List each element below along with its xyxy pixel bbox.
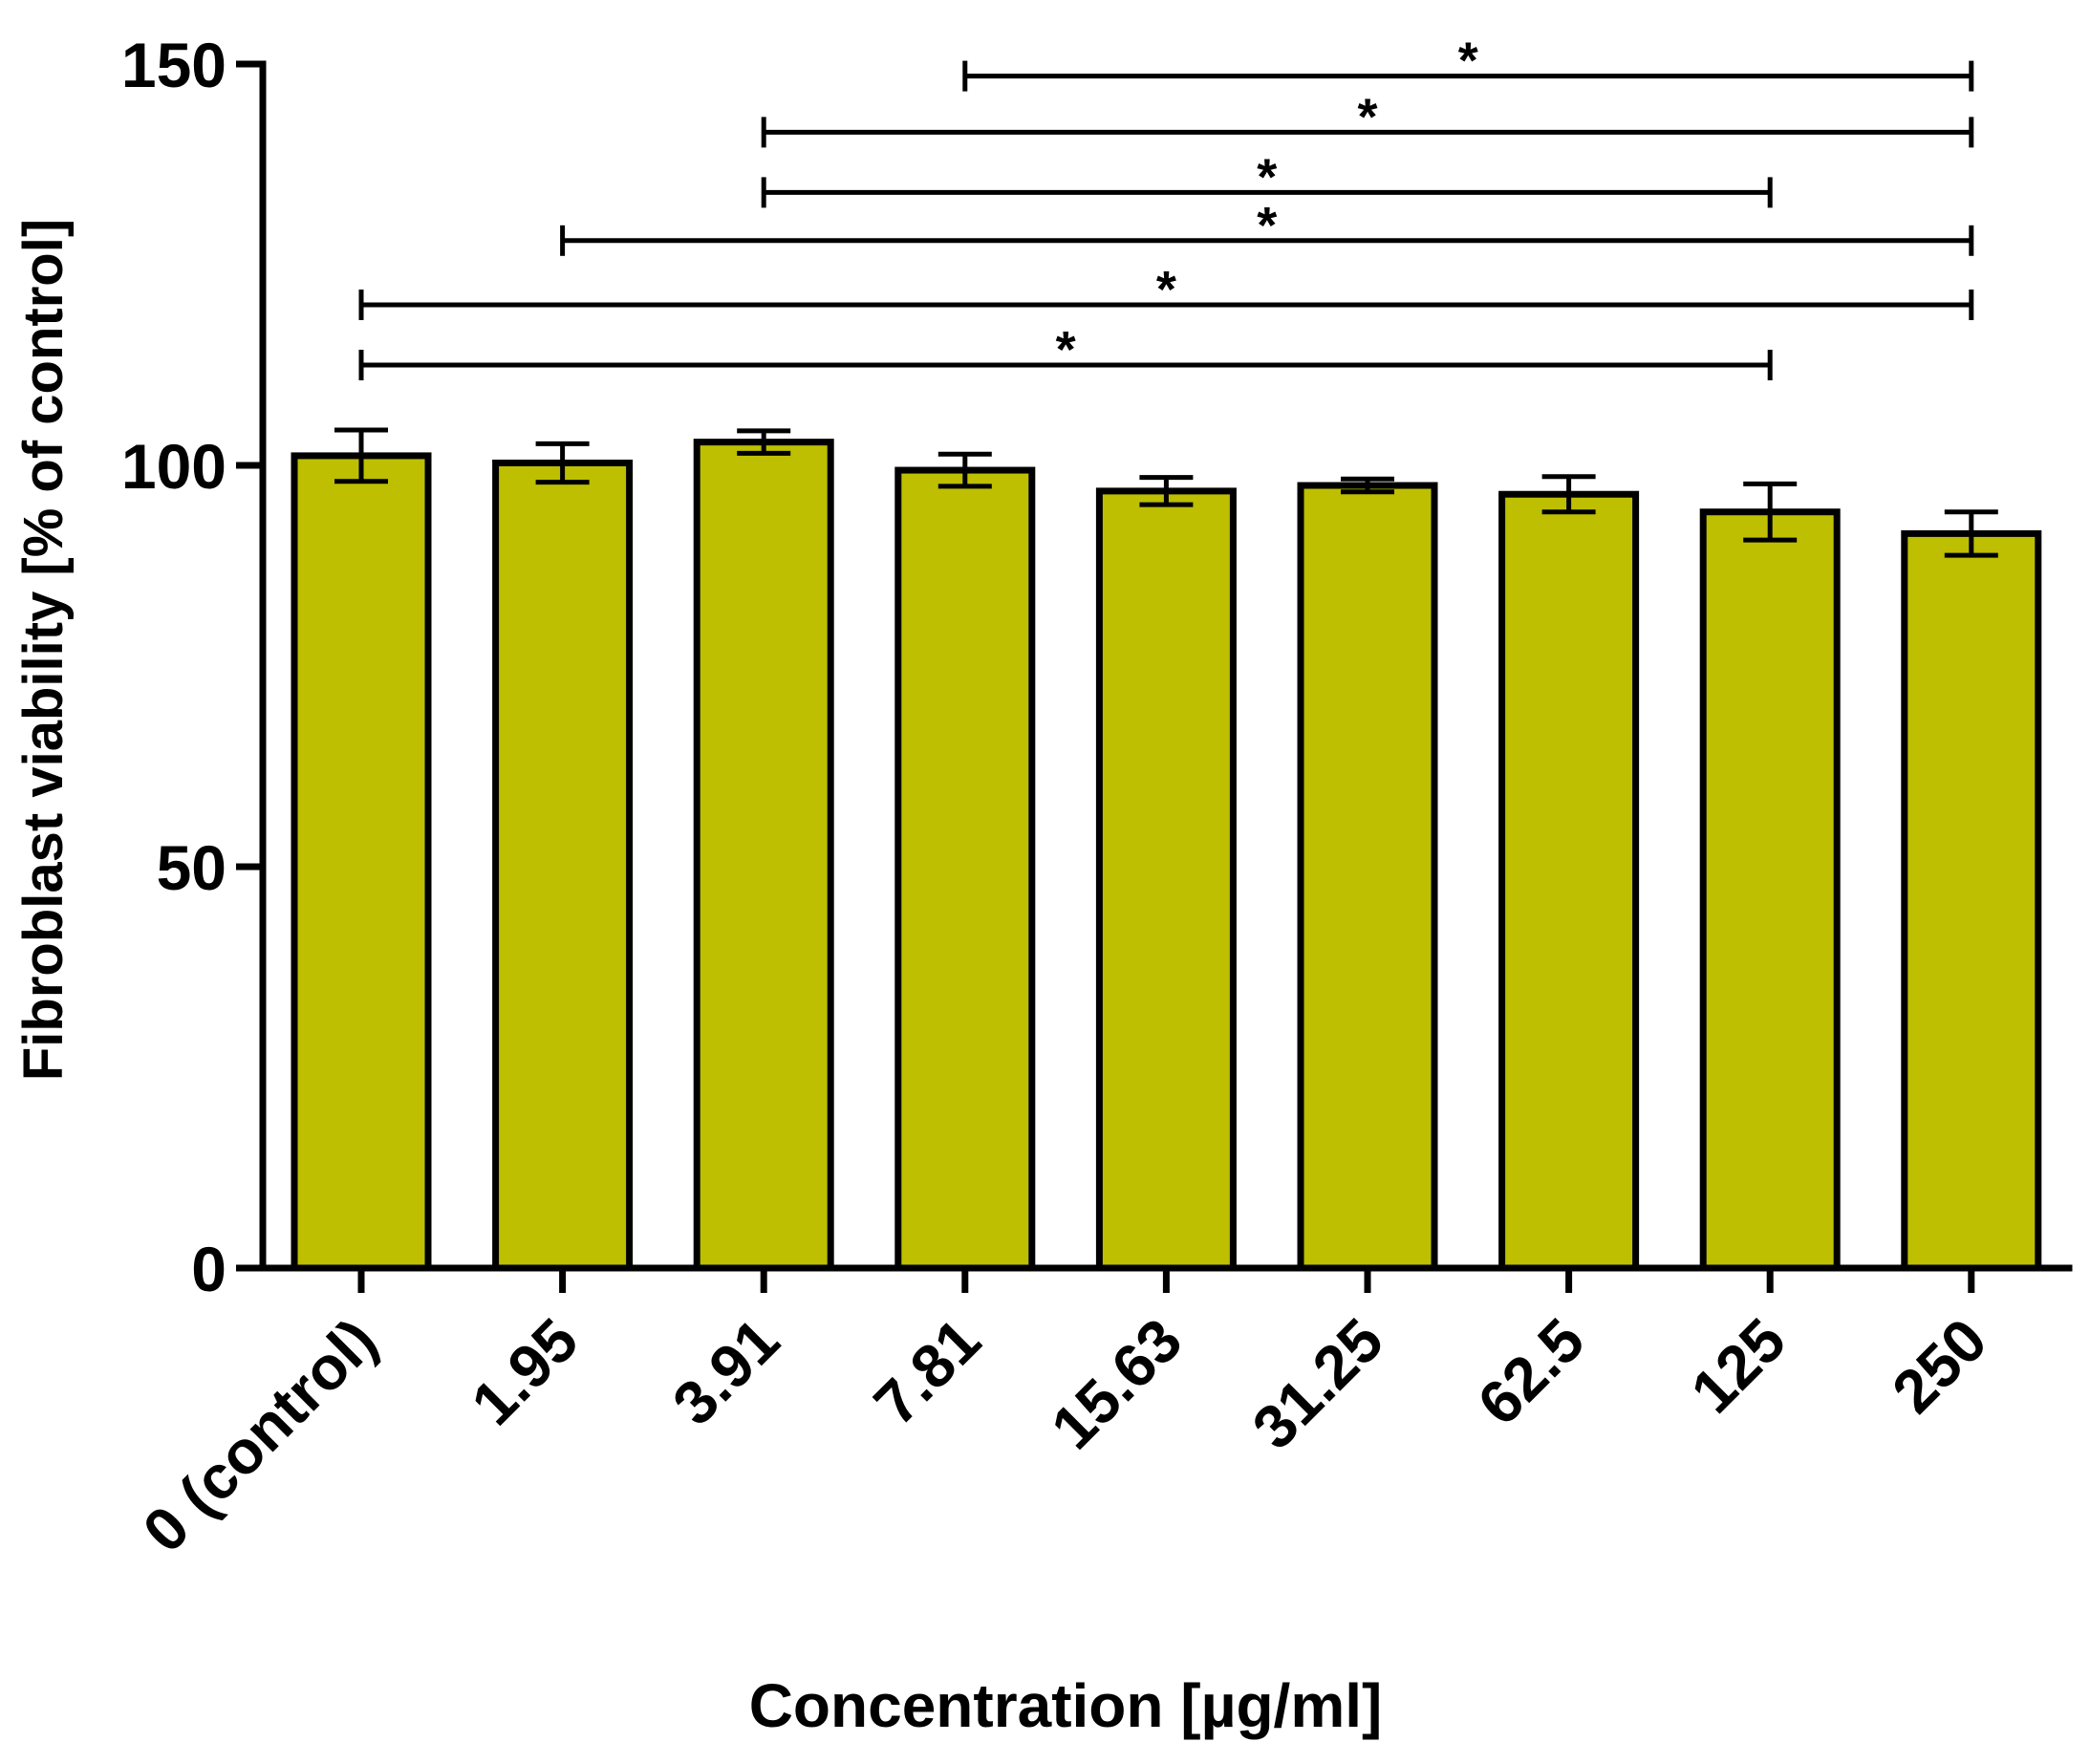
y-tick-label-2: 100 — [121, 431, 226, 502]
x-tick-label-1: 1.95 — [459, 1305, 592, 1438]
error-bars-layer — [334, 427, 1998, 558]
y-axis-title: Fibroblast viability [% of control] — [12, 219, 75, 1081]
bar-1 — [492, 459, 634, 1272]
x-axis-title: Concentration [µg/ml] — [749, 1671, 1383, 1740]
bar-6 — [1498, 490, 1640, 1272]
bar-3 — [894, 466, 1036, 1272]
y-tick-label-1: 50 — [157, 832, 226, 903]
bar-8 — [1901, 529, 2042, 1272]
significance-star-4: * — [1156, 261, 1176, 318]
bar-4 — [1095, 487, 1237, 1272]
x-tick-label-6: 62.5 — [1465, 1305, 1598, 1438]
significance-star-0: * — [1458, 32, 1478, 90]
y-tick-label-3: 150 — [121, 30, 226, 100]
bar-5 — [1297, 482, 1438, 1272]
x-tick-label-7: 125 — [1678, 1305, 1799, 1426]
significance-star-3: * — [1257, 197, 1277, 254]
y-tick-label-0: 0 — [191, 1234, 226, 1304]
bar-7 — [1699, 508, 1841, 1272]
significance-layer: ****** — [358, 32, 1974, 380]
x-tick-label-8: 250 — [1879, 1305, 1999, 1426]
bar-0 — [291, 452, 432, 1272]
bars-layer — [291, 439, 2042, 1272]
significance-star-2: * — [1257, 148, 1277, 205]
x-tick-label-5: 31.25 — [1239, 1305, 1396, 1462]
bar-2 — [693, 439, 834, 1272]
significance-star-1: * — [1357, 88, 1377, 145]
x-tick-label-3: 7.81 — [861, 1305, 994, 1438]
x-tick-label-0: 0 (control) — [130, 1305, 390, 1565]
x-tick-label-4: 15.63 — [1038, 1305, 1195, 1462]
x-tick-label-2: 3.91 — [659, 1305, 792, 1438]
significance-star-5: * — [1056, 321, 1076, 378]
